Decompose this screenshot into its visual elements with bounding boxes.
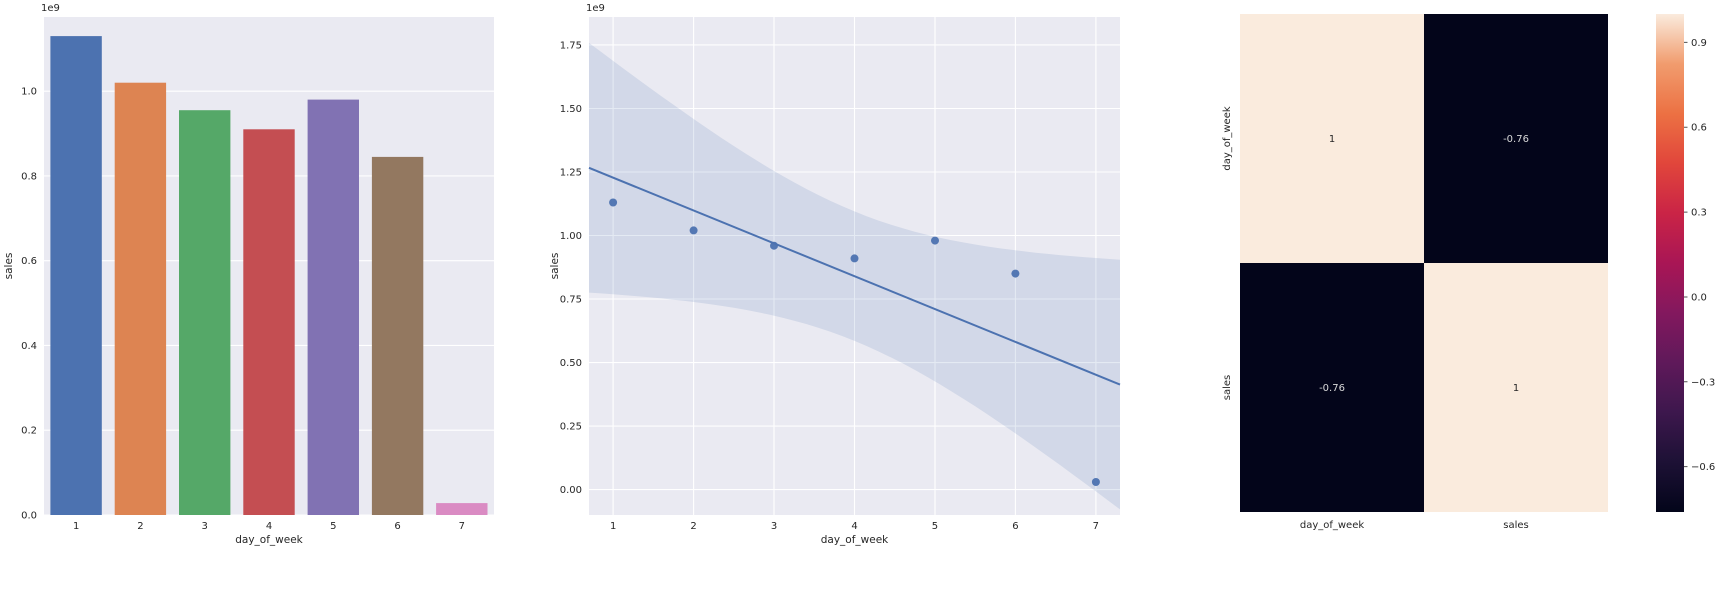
x-tick-label: 7: [459, 521, 465, 532]
offset-text: 1e9: [41, 3, 60, 14]
y-tick-label: 0.25: [560, 422, 582, 433]
heatmap-cells: 1 -0.76 -0.76 1: [1240, 14, 1608, 512]
x-axis-label: day_of_week: [235, 534, 303, 546]
cell-annotation: 1: [1513, 383, 1519, 394]
scatter-point: [931, 236, 939, 245]
scatter-point: [770, 241, 778, 250]
colorbar-tick-label: 0.3: [1691, 208, 1707, 219]
y-tick-label: 0.4: [21, 341, 37, 352]
x-tick-label: 2: [690, 521, 696, 532]
x-tick-label: 4: [266, 521, 272, 532]
x-tick-label: 5: [932, 521, 938, 532]
bar-day-2: [114, 82, 167, 515]
y-tick-label: 0.50: [560, 358, 582, 369]
grid: [589, 17, 1120, 515]
y-tick-label: 0.00: [560, 485, 582, 496]
heatmap-cell-sales-day_of_week: [1240, 263, 1424, 512]
bar-day-7: [436, 503, 488, 515]
offset-text: 1e9: [586, 3, 605, 14]
heatmap-cell-sales-sales: [1424, 263, 1608, 512]
bar-day-5: [307, 99, 359, 515]
x-tick-label: 6: [1012, 521, 1018, 532]
x-tick-label: 5: [330, 521, 336, 532]
heatmap-cell-day_of_week-sales: [1424, 14, 1608, 263]
bar-day-1: [50, 36, 102, 515]
scatter-point: [1091, 478, 1100, 486]
bars: [50, 36, 488, 516]
y-tick-label: 0.0: [21, 511, 37, 522]
bar-day-6: [371, 156, 424, 515]
colorbar-tick-label: −0.3: [1691, 377, 1715, 388]
colorbar: [1656, 14, 1684, 512]
cell-annotation: -0.76: [1319, 383, 1345, 394]
scatter-point: [850, 254, 859, 263]
x-tick-label: 3: [202, 521, 208, 532]
x-tick-label: 1: [610, 521, 616, 532]
scatter-point: [689, 226, 698, 235]
y-tick-label: 1.75: [560, 40, 582, 51]
x-axis-label: day_of_week: [821, 534, 889, 546]
colorbar-tick-label: 0.6: [1691, 123, 1707, 134]
y-tick-label: 1.50: [560, 104, 582, 115]
x-tick-label: 2: [137, 521, 143, 532]
colorbar-tick-label: 0.0: [1691, 293, 1707, 304]
regression-chart: 1 2 3 4 5 6 7 0.00 0.25 0.50 0.75 1.00 1.25 1.50 1.75 d…: [549, 3, 1121, 546]
y-tick-label: 0.2: [21, 426, 37, 437]
col-tick-label: day_of_week: [1300, 520, 1365, 531]
y-axis-label: sales: [3, 253, 15, 280]
cell-annotation: -0.76: [1503, 134, 1529, 145]
y-tick-label: 1.0: [21, 87, 37, 98]
bar-day-4: [243, 129, 295, 516]
y-tick-label: 0.75: [560, 295, 582, 306]
col-tick-label: sales: [1503, 520, 1528, 531]
row-tick-label: sales: [1222, 375, 1233, 400]
colorbar-tick-label: −0.6: [1691, 462, 1715, 473]
scatter-points: [609, 198, 1100, 486]
scatter-point: [1011, 269, 1020, 278]
row-tick-label: day_of_week: [1222, 106, 1233, 171]
cell-annotation: 1: [1329, 134, 1335, 145]
bar-chart: 1 2 3 4 5 6 7 0.0 0.2 0.4 0.6 0.8 1.0 day_of_week sale…: [3, 3, 494, 546]
regression-line: [588, 166, 1121, 386]
bar-day-3: [179, 110, 231, 515]
y-tick-label: 0.6: [21, 256, 37, 267]
x-tick-label: 7: [1093, 521, 1099, 532]
x-tick-label: 6: [394, 521, 400, 532]
scatter-point: [609, 198, 618, 207]
x-tick-label: 3: [771, 521, 777, 532]
y-axis-label: sales: [549, 253, 561, 280]
y-tick-label: 1.00: [560, 231, 582, 242]
x-tick-label: 1: [73, 521, 79, 532]
y-tick-label: 0.8: [21, 171, 37, 182]
colorbar-tick-label: 0.9: [1691, 38, 1707, 49]
x-tick-label: 4: [851, 521, 857, 532]
heatmap-cell-day_of_week-day_of_week: [1240, 14, 1424, 263]
y-tick-label: 1.25: [560, 167, 582, 178]
